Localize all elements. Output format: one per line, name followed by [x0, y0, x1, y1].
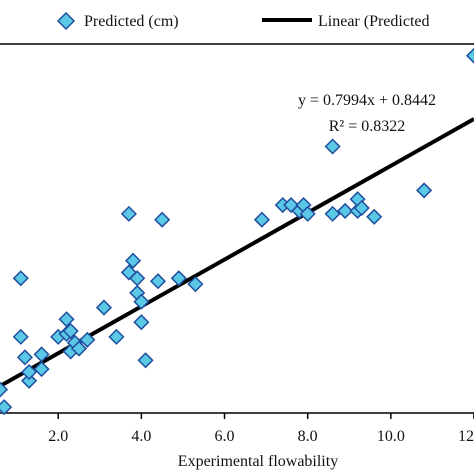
x-tick-label: 12	[458, 428, 474, 445]
data-point	[366, 208, 383, 225]
x-tick-label: 6.0	[215, 428, 235, 445]
x-tick-label: 2.0	[48, 428, 68, 445]
legend: Predicted (cm) Linear (Predicted	[56, 11, 430, 31]
data-point	[133, 314, 150, 331]
data-point	[12, 270, 29, 287]
legend-label-predicted: Predicted (cm)	[84, 13, 179, 30]
data-point	[16, 349, 34, 366]
data-point	[353, 199, 370, 217]
x-ticks	[57, 413, 474, 419]
x-tick-labels: 2.0 4.0 6.0 8.0 10.0 12	[48, 428, 474, 445]
data-point	[124, 252, 142, 269]
data-point	[465, 47, 474, 64]
data-point	[33, 361, 50, 378]
data-point	[149, 273, 167, 290]
data-point	[12, 328, 29, 345]
data-point	[170, 270, 187, 287]
legend-label-linear: Linear (Predicted	[318, 13, 430, 30]
data-point	[137, 352, 154, 369]
regression-equation: y = 0.7994x + 0.8442	[298, 92, 436, 109]
data-point	[187, 276, 204, 293]
data-point	[79, 331, 96, 348]
data-point	[70, 340, 88, 357]
data-point	[324, 138, 341, 155]
data-point	[108, 328, 125, 345]
data-point	[337, 202, 354, 219]
legend-marker-predicted	[56, 11, 76, 31]
data-point	[299, 205, 316, 222]
data-point	[129, 270, 146, 287]
r-squared-label: R² = 0.8322	[329, 118, 406, 135]
data-point	[154, 211, 171, 228]
data-point	[253, 211, 271, 228]
data-point	[62, 322, 79, 340]
data-point	[21, 363, 38, 381]
x-tick-label: 4.0	[131, 428, 151, 445]
data-point	[95, 299, 113, 316]
data-point	[21, 372, 38, 389]
data-point	[416, 182, 433, 199]
data-point	[324, 205, 341, 222]
data-point	[133, 293, 150, 310]
x-tick-label: 8.0	[298, 428, 318, 445]
data-point	[0, 381, 9, 398]
data-point	[0, 399, 13, 416]
x-axis-title: Experimental flowability	[178, 453, 338, 470]
data-point	[120, 205, 137, 222]
x-tick-label: 10.0	[377, 428, 405, 445]
scatter-points	[0, 47, 474, 416]
